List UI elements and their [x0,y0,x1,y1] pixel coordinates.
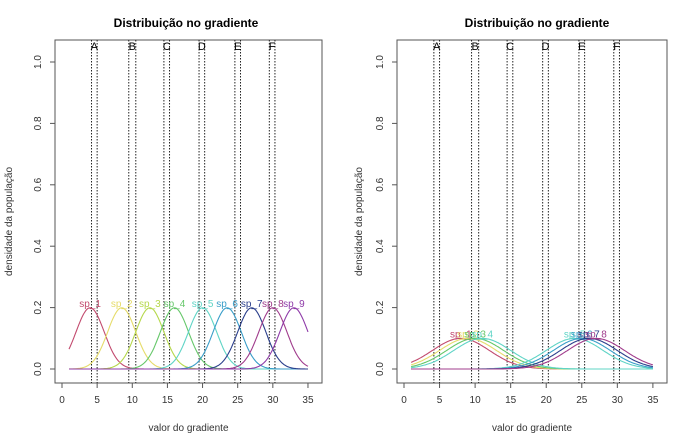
species-label-sp_1: sp_1 [79,299,101,310]
x-tick-label: 5 [94,395,100,406]
species-label-sp_6: sp_6 [571,329,593,340]
species-label-sp_7: sp_7 [578,329,600,340]
y-axis-label: densidade da população [4,167,15,276]
site-label-e: E [578,41,585,53]
y-tick-label: 0.6 [33,177,44,191]
x-tick-label: 10 [470,395,482,406]
species-curve-sp_2 [69,307,308,370]
chart-panel-right: Distribuição no gradiente 0.0 0.2 0.4 0.6 0.8… [354,16,668,434]
x-tick-label: 25 [576,395,588,406]
chart-title: Distribuição no gradiente [465,16,610,30]
x-tick-label: 0 [59,395,65,406]
plot-frame [54,39,323,384]
x-axis-label: valor do gradiente [492,423,572,434]
x-tick-label: 35 [302,395,314,406]
y-tick-label: 0.8 [375,116,386,130]
x-tick-label: 10 [127,395,139,406]
species-label-sp_9: sp_9 [283,299,305,310]
chart-title: Distribuição no gradiente [114,16,259,30]
site-label-f: F [613,41,620,53]
site-label-b: B [129,41,136,53]
site-label-d: D [542,41,550,53]
x-tick-label: 35 [647,395,659,406]
species-label-sp_1: sp_1 [450,329,472,340]
y-tick-label: 0.8 [33,116,44,130]
x-tick-label: 20 [541,395,553,406]
y-tick-label: 0.2 [33,300,44,314]
site-label-c: C [163,41,171,53]
x-tick-label: 5 [437,395,443,406]
species-label-sp_6: sp_6 [216,299,238,310]
chart-panel-left: Distribuição no gradiente 0.0 0.2 0.4 0.6 0.8… [4,16,323,434]
x-tick-label: 30 [612,395,624,406]
site-label-b: B [471,41,478,53]
species-label-sp_7: sp_7 [241,299,263,310]
species-label-sp_4: sp_4 [164,299,186,310]
species-label-sp_2: sp_2 [111,299,133,310]
species-label-sp_3: sp_3 [139,299,161,310]
species-curve-sp_7 [411,337,654,370]
x-axis-label: valor do gradiente [148,423,228,434]
species-label-sp_4: sp_4 [471,329,493,340]
site-label-c: C [506,41,514,53]
x-tick-label: 0 [401,395,407,406]
plot-frame [396,39,668,384]
y-tick-label: 1.0 [375,55,386,69]
x-tick-label: 20 [197,395,209,406]
x-tick-label: 30 [267,395,279,406]
species-curve-sp_8 [411,337,654,370]
y-axis-label: densidade da população [354,167,365,276]
site-label-e: E [234,41,241,53]
species-label-sp_8: sp_8 [262,299,284,310]
site-label-a: A [91,41,99,53]
y-tick-label: 0.0 [33,362,44,376]
site-label-f: F [269,41,276,53]
y-tick-label: 0.2 [375,300,386,314]
x-tick-label: 15 [162,395,174,406]
y-tick-label: 0.6 [375,177,386,191]
species-label-sp_2: sp_2 [457,329,479,340]
y-tick-label: 0.0 [375,362,386,376]
species-label-sp_5: sp_5 [192,299,214,310]
y-tick-label: 0.4 [33,239,44,253]
species-label-sp_3: sp_3 [464,329,486,340]
site-label-a: A [433,41,441,53]
x-tick-label: 25 [232,395,244,406]
y-tick-label: 1.0 [33,55,44,69]
x-tick-label: 15 [505,395,517,406]
site-label-d: D [198,41,206,53]
species-label-sp_8: sp_8 [585,329,607,340]
species-curve-sp_9 [69,307,309,370]
y-tick-label: 0.4 [375,239,386,253]
species-label-sp_5: sp_5 [564,329,586,340]
